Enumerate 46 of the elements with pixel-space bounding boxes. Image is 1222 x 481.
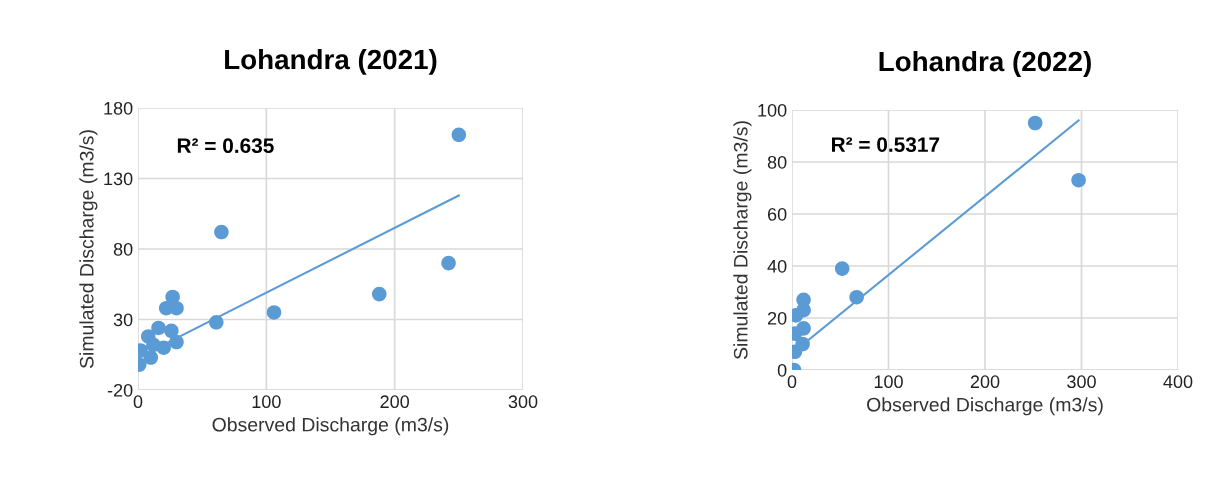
y-tick-label: 180: [104, 101, 133, 115]
point: [143, 350, 159, 365]
x-axis-title: Observed Discharge (m3/s): [867, 397, 1103, 416]
chart-title: Lohandra (2021): [225, 48, 437, 75]
point: [266, 305, 282, 320]
point: [834, 261, 850, 276]
annotation: R² = 0.635: [177, 138, 274, 154]
point: [796, 321, 811, 336]
x-tick-label: 400: [1163, 375, 1193, 389]
point: [849, 289, 864, 305]
point: [146, 337, 161, 353]
y-axis-title: Simulated Discharge (m3/s): [733, 121, 752, 360]
annotation: R² = 0.5317: [831, 137, 940, 153]
y-tick-label: 30: [113, 313, 133, 327]
y-tick-label: 20: [767, 311, 787, 325]
y-tick-label: 40: [767, 259, 787, 273]
point: [795, 336, 810, 352]
x-axis-title: Observed Discharge (m3/s): [212, 417, 449, 436]
point: [164, 323, 179, 339]
y-tick-label: 80: [767, 155, 787, 169]
y-tick-label: -20: [107, 383, 133, 397]
y-tick-label: 80: [113, 242, 133, 256]
x-tick-label: 100: [874, 375, 903, 389]
x-tick-label: 300: [508, 395, 538, 409]
x-tick-label: 200: [380, 395, 410, 409]
x-tick-label: 200: [970, 375, 1000, 389]
x-tick-label: 0: [133, 395, 143, 409]
point: [158, 300, 174, 316]
point: [371, 286, 387, 302]
point: [209, 315, 224, 330]
y-axis-title: Simulated Discharge (m3/s): [79, 130, 98, 369]
point: [1071, 172, 1086, 188]
point: [214, 224, 229, 240]
point: [1027, 115, 1043, 131]
point: [169, 334, 184, 350]
x-tick-label: 100: [252, 395, 281, 409]
point: [151, 320, 166, 336]
x-tick-label: 0: [787, 375, 797, 389]
x-tick-label: 300: [1067, 375, 1096, 389]
chart-title: Lohandra (2022): [879, 50, 1091, 77]
point: [441, 255, 456, 271]
y-tick-label: 100: [758, 103, 787, 117]
y-tick-label: 60: [767, 207, 787, 221]
y-tick-label: 0: [777, 363, 787, 377]
y-tick-label: 130: [104, 172, 133, 186]
point: [451, 127, 467, 143]
